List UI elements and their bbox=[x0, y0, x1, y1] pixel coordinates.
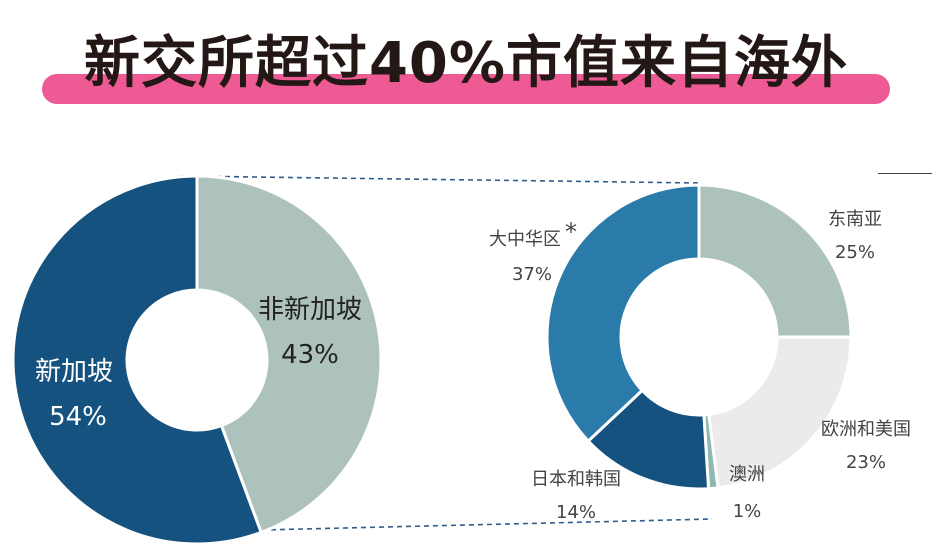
value-japan-korea: 14% bbox=[556, 502, 596, 523]
value-singapore: 54% bbox=[49, 402, 107, 432]
label-greater-china: 大中华区 bbox=[489, 229, 561, 250]
left-donut bbox=[11, 174, 383, 546]
label-europe-us: 欧洲和美国 bbox=[821, 419, 911, 440]
label-non-singapore: 非新加坡 bbox=[258, 295, 362, 325]
value-non-singapore: 43% bbox=[281, 340, 339, 370]
value-southeast-asia: 25% bbox=[835, 242, 875, 263]
label-singapore: 新加坡 bbox=[35, 357, 113, 387]
label-southeast-asia: 东南亚 bbox=[828, 209, 882, 230]
connector-lines bbox=[179, 175, 713, 531]
connector-top bbox=[179, 175, 700, 184]
label-japan-korea: 日本和韩国 bbox=[531, 469, 621, 490]
value-greater-china: 37% bbox=[512, 264, 552, 285]
slice-non-singapore bbox=[195, 174, 383, 535]
connector-bottom bbox=[261, 518, 713, 531]
top-right-rule bbox=[878, 173, 932, 174]
slice-singapore bbox=[11, 174, 264, 546]
note-greater-china: * bbox=[565, 218, 577, 246]
value-europe-us: 23% bbox=[846, 452, 886, 473]
label-australia: 澳洲 bbox=[729, 464, 765, 485]
title-highlight-bar bbox=[42, 74, 890, 104]
value-australia: 1% bbox=[733, 501, 762, 522]
slice-southeast-asia bbox=[697, 183, 853, 339]
slice-greater-china bbox=[545, 183, 701, 444]
right-donut bbox=[545, 183, 853, 491]
slice-europe-us bbox=[707, 335, 853, 490]
chart-title: 新交所超过40%市值来自海外 bbox=[83, 31, 849, 96]
